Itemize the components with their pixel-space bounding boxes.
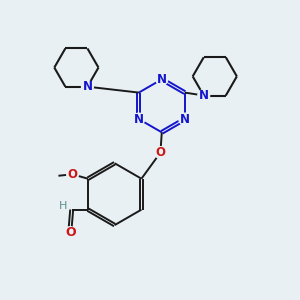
Text: O: O [155, 146, 165, 159]
Circle shape [198, 90, 210, 101]
Circle shape [64, 227, 76, 239]
Text: H: H [59, 201, 68, 211]
Text: N: N [199, 89, 209, 102]
Circle shape [82, 81, 93, 93]
Text: N: N [180, 112, 190, 126]
Text: O: O [68, 168, 78, 181]
Text: N: N [82, 80, 92, 93]
Circle shape [154, 147, 166, 158]
Circle shape [67, 168, 79, 180]
Circle shape [179, 113, 190, 125]
Circle shape [58, 200, 69, 212]
Circle shape [156, 74, 168, 85]
Text: N: N [134, 112, 144, 126]
Text: O: O [65, 226, 76, 239]
Circle shape [133, 113, 145, 125]
Text: N: N [157, 73, 167, 86]
